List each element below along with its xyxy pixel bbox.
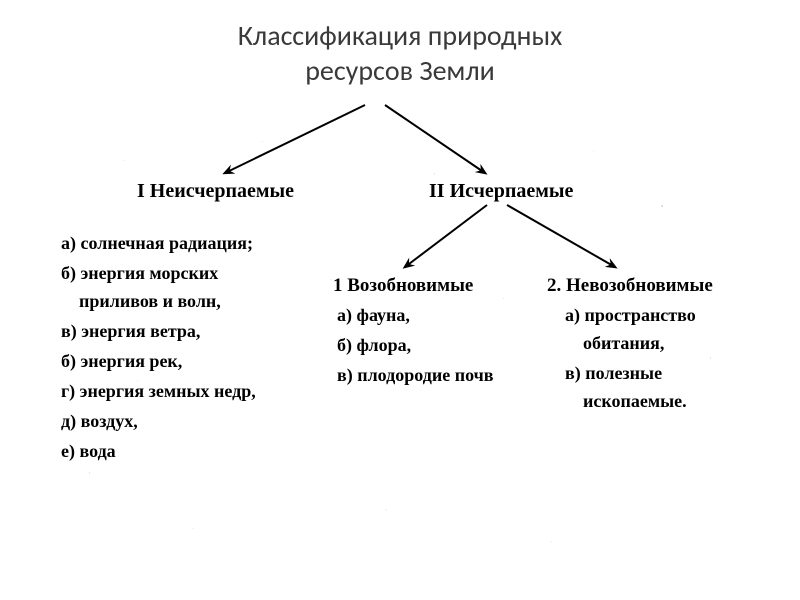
node-n1: I Неисчерпаемые [137,180,294,203]
title-line-1: Классификация природных [238,18,563,53]
node-n1a: а) солнечная радиация; [61,233,253,254]
node-n4a: а) пространство [565,305,696,326]
node-n4: 2. Невозобновимые [547,275,713,297]
node-n1g: е) вода [61,441,116,462]
node-n1b2: приливов и волн, [61,291,221,312]
node-n1e: г) энергия земных недр, [61,381,256,402]
title-line-2: ресурсов Земли [305,53,495,88]
node-n4b2: ископаемые. [565,391,687,412]
node-n3b: б) флора, [337,335,411,356]
node-n3c: в) плодородие почв [337,365,494,386]
page-title: Классификация природных ресурсов Земли [0,0,800,88]
node-n1d: б) энергия рек, [61,351,182,372]
edge [385,105,485,173]
node-n4a2: обитания, [565,333,664,354]
node-n3a: а) фауна, [337,305,410,326]
node-n1b: б) энергия морских [61,263,218,284]
node-n4b: в) полезные [565,363,662,384]
node-n1f: д) воздух, [61,411,138,432]
edge [507,205,615,267]
classification-diagram: I Неисчерпаемые II Исчерпаемые а) солнечна… [55,105,745,565]
node-n1c: в) энергия ветра, [61,321,200,342]
edge [225,105,365,173]
node-n3: 1 Возобновимые [333,275,473,297]
edge [405,205,487,267]
node-n2: II Исчерпаемые [429,180,573,203]
